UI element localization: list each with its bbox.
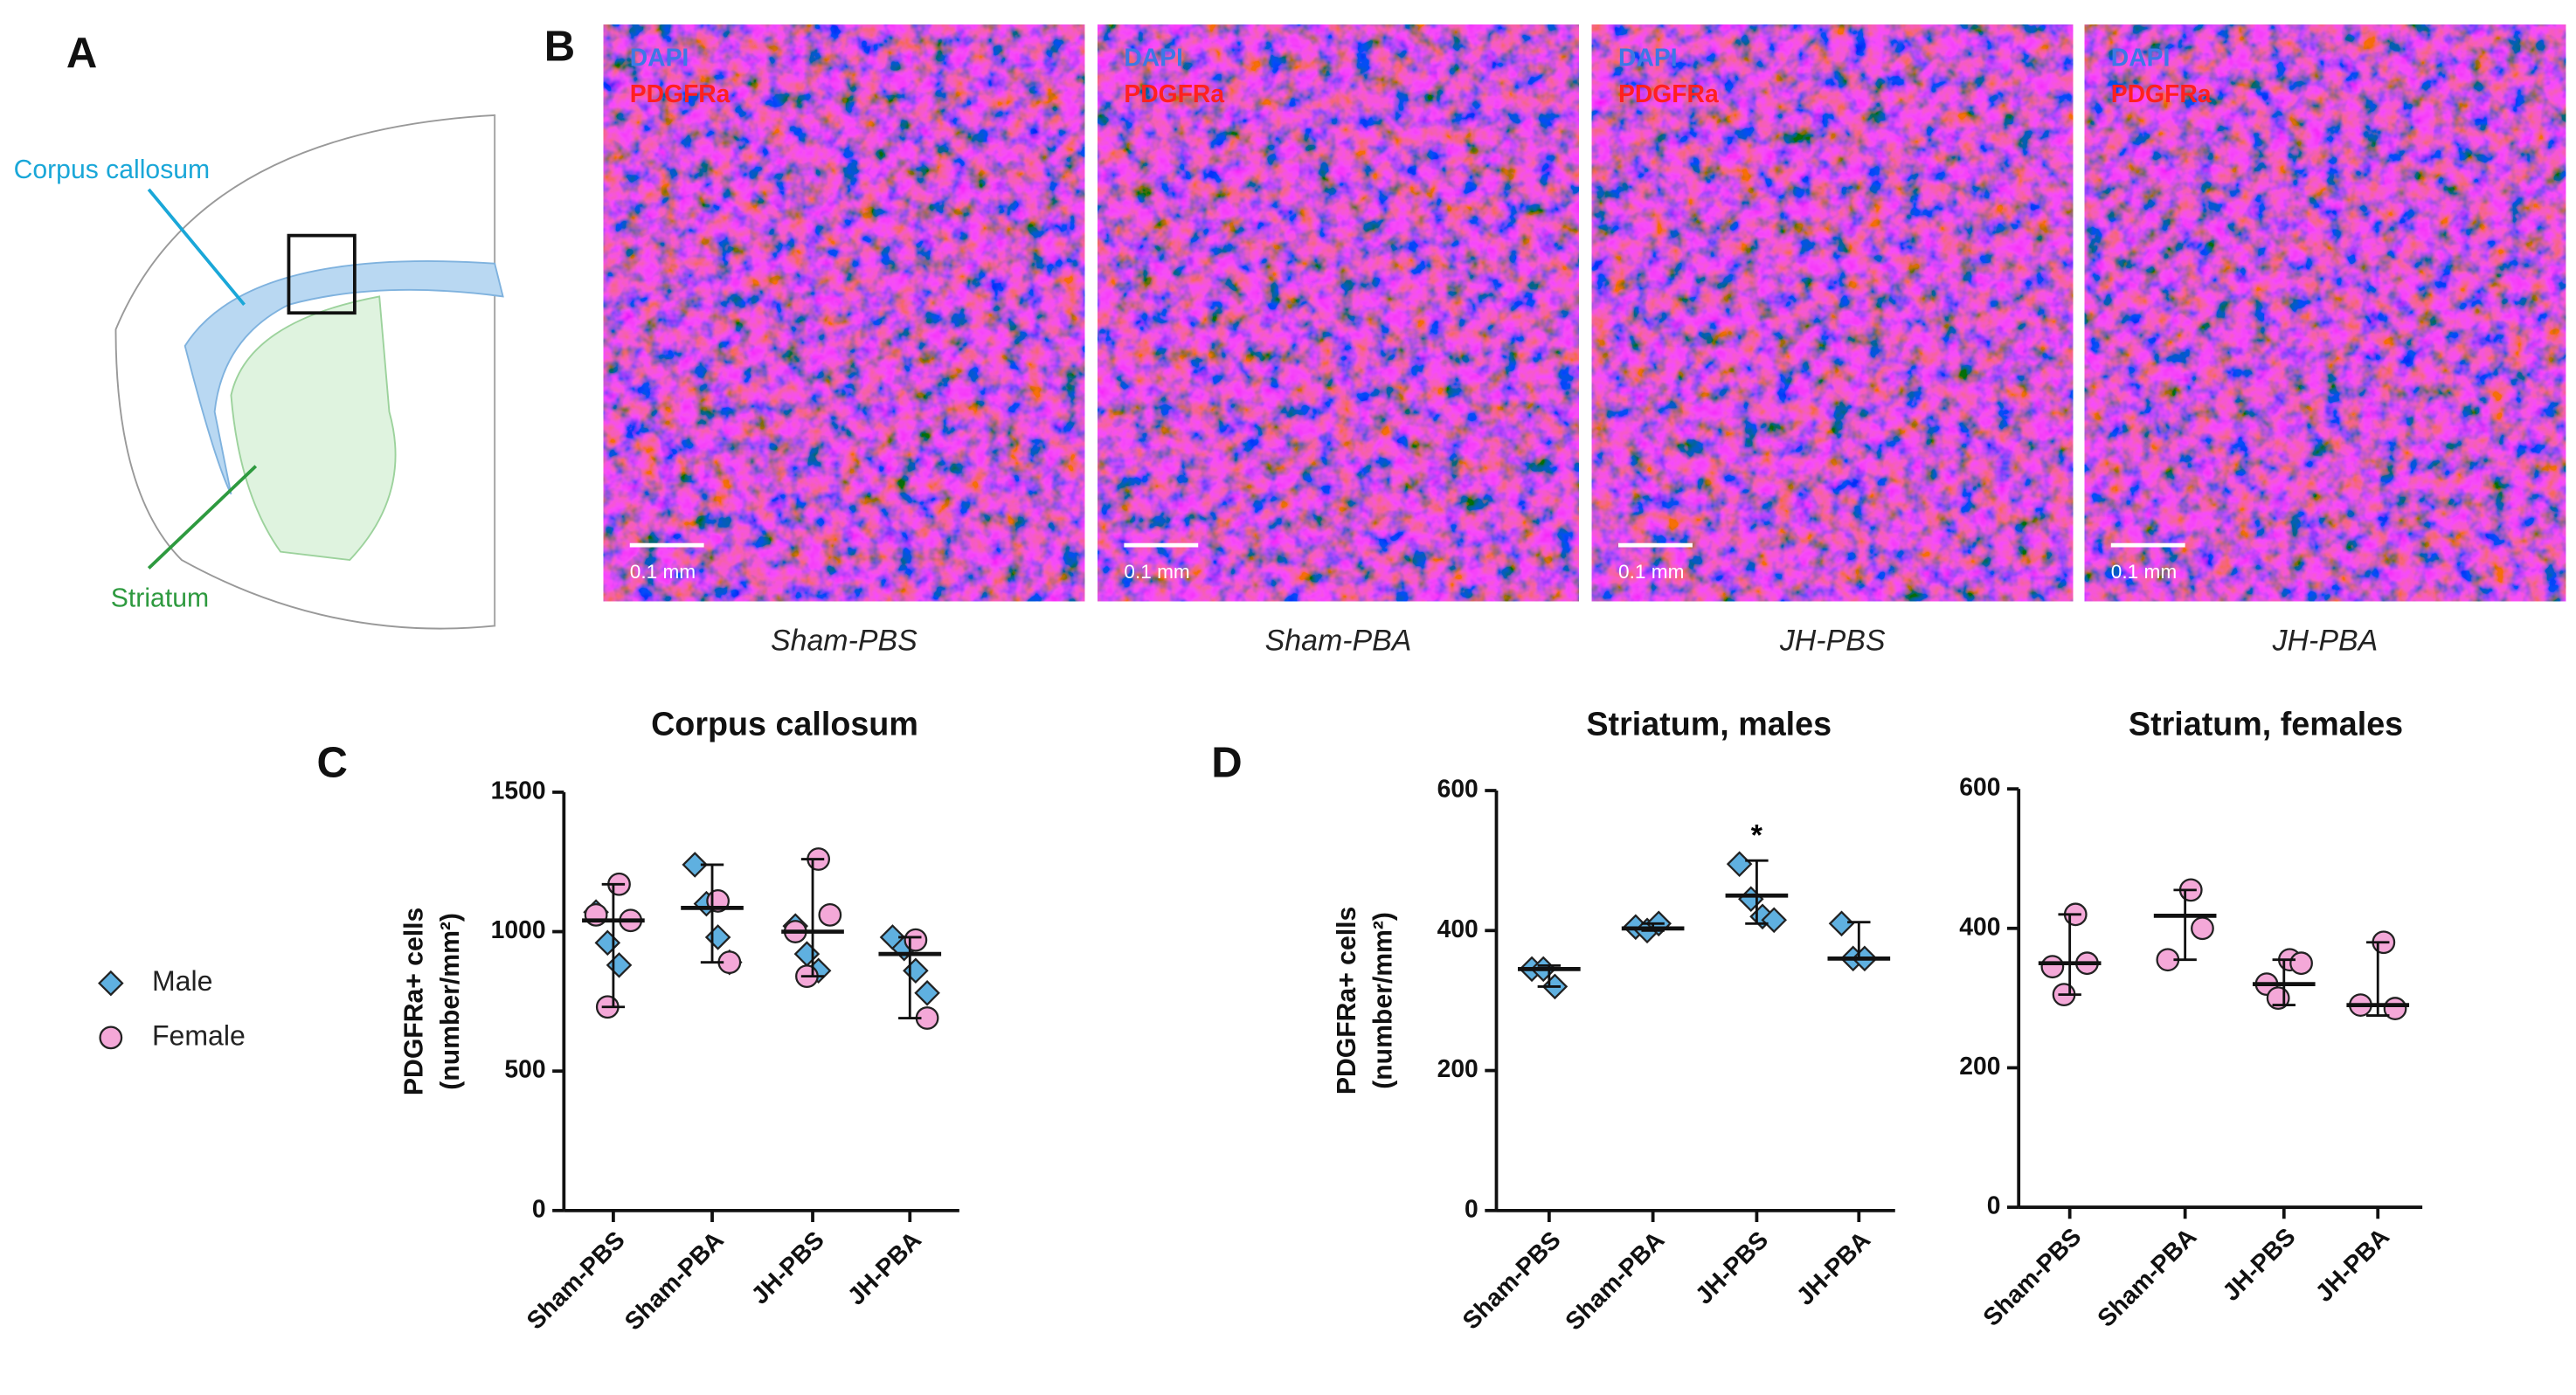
panel-letter: D	[1211, 740, 1242, 787]
y-tick-label: 1000	[491, 915, 546, 943]
y-tick-label: 1500	[491, 776, 546, 804]
data-point	[2191, 916, 2214, 941]
x-tick-label: JH-PBS	[2217, 1222, 2301, 1306]
data-point	[914, 979, 940, 1006]
x-tick-label: JH-PBA	[2309, 1222, 2394, 1307]
micrograph-caption: Sham-PBA	[1265, 624, 1412, 657]
y-axis-label: (number/mm²)	[1368, 912, 1397, 1089]
micrograph-caption: JH-PBS	[1779, 624, 1886, 657]
micrograph-texture	[2084, 24, 2566, 602]
x-tick-label: Sham-PBS	[1457, 1226, 1566, 1335]
chart-title: Corpus callosum	[651, 705, 918, 742]
atlas-label: Striatum	[111, 584, 209, 612]
micrograph-texture	[1098, 24, 1579, 602]
channel-label: PDGFRa	[2111, 79, 2212, 107]
y-axis-label: PDGFRa+ cells	[400, 908, 429, 1095]
y-tick-label: 400	[1437, 915, 1478, 943]
x-tick-label: Sham-PBA	[2092, 1222, 2202, 1332]
data-point	[606, 952, 633, 978]
micrographs: DAPI PDGFRa 0.1 mm Sham-PBS DAPI PDGFRa 0.1 mm…	[603, 24, 2566, 657]
panel-letter: B	[544, 24, 575, 71]
data-point	[903, 957, 929, 984]
channel-label: PDGFRa	[630, 79, 731, 107]
panel-letter: A	[66, 30, 97, 77]
channel-label: DAPI	[1618, 43, 1678, 71]
x-tick-label: Sham-PBA	[1560, 1226, 1670, 1336]
y-tick-label: 0	[1465, 1194, 1478, 1222]
x-tick-label: JH-PBA	[1790, 1226, 1875, 1310]
atlas	[114, 114, 504, 630]
legend-label: Male	[152, 965, 212, 997]
y-tick-label: 0	[532, 1194, 546, 1222]
data-point	[904, 928, 928, 952]
data-point	[682, 852, 709, 878]
channel-label: DAPI	[630, 43, 689, 71]
micrograph-texture	[1591, 24, 2074, 602]
charts: Corpus callosum 0 500 1000 1500 PDGFRa+ cells…	[400, 705, 2423, 1336]
y-tick-label: 200	[1437, 1054, 1478, 1082]
scale-label: 0.1 mm	[1618, 561, 1684, 583]
y-axis-label: PDGFRa+ cells	[1333, 907, 1361, 1095]
legend-label: Female	[152, 1019, 246, 1051]
x-tick-label: JH-PBS	[745, 1226, 829, 1309]
y-tick-label: 0	[1987, 1191, 2001, 1219]
y-axis-label: (number/mm²)	[436, 913, 465, 1090]
y-tick-label: 600	[1959, 773, 2000, 801]
chart: Striatum, males 0 200 400 600 PDGFRa+ cells (n…	[1333, 705, 1895, 1336]
micrograph-texture	[603, 24, 1085, 602]
chart-title: Striatum, females	[2129, 705, 2403, 742]
chart-title: Striatum, males	[1586, 705, 1832, 742]
data-point	[594, 929, 621, 956]
data-point	[704, 924, 731, 950]
x-tick-label: Sham-PBA	[619, 1226, 729, 1336]
x-tick-label: JH-PBS	[1689, 1226, 1773, 1309]
micrograph-caption: JH-PBA	[2272, 624, 2379, 657]
data-point	[1726, 851, 1753, 877]
scale-label: 0.1 mm	[1124, 561, 1189, 583]
channel-label: PDGFRa	[1618, 79, 1719, 107]
x-tick-label: Sham-PBS	[521, 1226, 630, 1335]
data-point	[2040, 955, 2065, 979]
y-tick-label: 600	[1437, 774, 1478, 802]
panel-letter: C	[317, 740, 348, 787]
y-tick-label: 400	[1959, 912, 2000, 940]
channel-label: PDGFRa	[1124, 79, 1224, 107]
atlas-label: Corpus callosum	[14, 155, 211, 184]
significance: *	[1751, 819, 1763, 853]
channel-label: DAPI	[2111, 43, 2171, 71]
channel-label: DAPI	[1124, 43, 1183, 71]
legend-marker	[99, 1026, 123, 1050]
y-tick-label: 500	[504, 1055, 545, 1083]
data-point	[818, 903, 842, 927]
chart: Corpus callosum 0 500 1000 1500 PDGFRa+ cells…	[400, 705, 959, 1336]
x-tick-label: Sham-PBS	[1977, 1222, 2087, 1331]
chart: Striatum, females 0 200 400 600 Sham-PBS Sham-…	[1959, 705, 2423, 1332]
data-point	[1828, 910, 1855, 937]
x-tick-label: JH-PBA	[841, 1226, 926, 1310]
scale-label: 0.1 mm	[630, 561, 696, 583]
micrograph-caption: Sham-PBS	[771, 624, 918, 657]
scale-label: 0.1 mm	[2111, 561, 2177, 583]
y-tick-label: 200	[1959, 1052, 2000, 1080]
legend-marker	[98, 970, 124, 997]
data-point	[2289, 951, 2313, 976]
legend: Male Female	[98, 965, 246, 1051]
data-point	[1761, 907, 1788, 934]
